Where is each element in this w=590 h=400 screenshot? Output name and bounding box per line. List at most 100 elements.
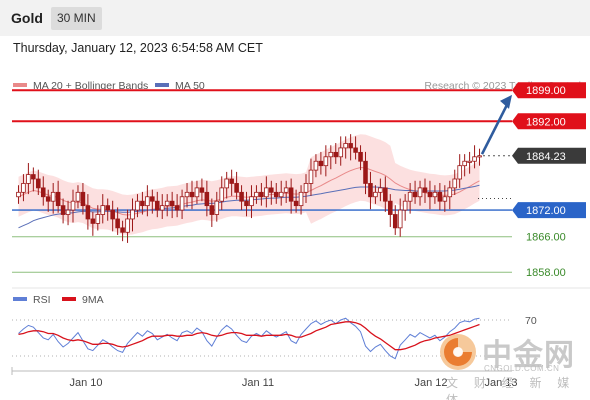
candle-body bbox=[278, 191, 284, 198]
candle-body bbox=[199, 187, 205, 193]
candle-body bbox=[422, 187, 428, 193]
x-tick-0: Jan 10 bbox=[69, 377, 102, 389]
candle-body bbox=[105, 205, 110, 211]
candle-body bbox=[427, 191, 433, 198]
rsi-ma-legend-label: 9MA bbox=[82, 294, 104, 306]
candle-body bbox=[402, 200, 408, 211]
candle-body bbox=[318, 160, 324, 167]
candle-body bbox=[214, 200, 220, 215]
candle-body bbox=[184, 191, 190, 198]
level-tag-1884.23 bbox=[512, 147, 586, 164]
level-label-1884.23: 1884.23 bbox=[526, 151, 566, 163]
candle-body bbox=[442, 196, 448, 202]
candle-body bbox=[358, 151, 363, 162]
x-tick-2: Jan 12 bbox=[414, 377, 447, 389]
candle-body bbox=[60, 205, 66, 215]
ma20-line bbox=[18, 166, 480, 216]
candle-body bbox=[55, 191, 61, 207]
report-datetime: Thursday, January 12, 2023 6:54:58 AM CE… bbox=[13, 41, 263, 55]
candle-body bbox=[70, 200, 76, 211]
candle-body bbox=[392, 214, 398, 229]
candle-body bbox=[313, 160, 319, 171]
level-label-1866.00: 1866.00 bbox=[526, 232, 566, 244]
candle-body bbox=[264, 187, 269, 198]
rsi-tick-70: 70 bbox=[525, 315, 537, 327]
candle-body bbox=[130, 209, 135, 220]
candle-body bbox=[194, 187, 200, 198]
candle-body bbox=[219, 187, 225, 202]
candle-body bbox=[164, 200, 170, 207]
chart-header-bar: Gold 30 MIN bbox=[0, 0, 590, 36]
ma50-legend-label: MA 50 bbox=[175, 80, 205, 92]
candle-body bbox=[224, 178, 229, 189]
watermark-name: 中金网 bbox=[482, 338, 575, 373]
candle-body bbox=[174, 205, 180, 211]
level-label-1872.00: 1872.00 bbox=[526, 205, 566, 217]
candle-body bbox=[288, 187, 294, 202]
candle-body bbox=[298, 191, 304, 207]
candle-body bbox=[467, 160, 472, 163]
candle-body bbox=[50, 191, 56, 202]
forecast-arrow-shaft bbox=[480, 102, 510, 155]
ma50-line bbox=[18, 184, 480, 229]
candle-body bbox=[239, 191, 244, 202]
candle-body bbox=[150, 196, 155, 202]
watermark-subtitle: 文 财 经 新 媒 体 bbox=[446, 376, 576, 400]
candle-body bbox=[437, 191, 443, 202]
candle-body bbox=[432, 191, 438, 198]
candle-body bbox=[323, 156, 329, 167]
candle-body bbox=[462, 160, 467, 167]
candle-body bbox=[31, 174, 36, 180]
candle-body bbox=[457, 165, 462, 180]
candle-body bbox=[249, 196, 254, 207]
candle-body bbox=[348, 143, 353, 149]
candle-body bbox=[333, 151, 339, 158]
rsi-ma-legend-swatch bbox=[62, 297, 76, 301]
candle-body bbox=[95, 214, 101, 224]
ma20-legend-label: MA 20 + Bollinger Bands bbox=[33, 80, 148, 92]
candle-body bbox=[140, 200, 145, 207]
timeframe-badge[interactable]: 30 MIN bbox=[51, 7, 102, 30]
candle-body bbox=[343, 143, 348, 149]
candles bbox=[16, 134, 482, 243]
candle-body bbox=[273, 191, 279, 198]
candle-body bbox=[40, 187, 46, 198]
level-tag-1872.00 bbox=[512, 202, 586, 219]
cngold-logo-icon bbox=[440, 334, 476, 370]
candle-body bbox=[110, 209, 115, 220]
candle-body bbox=[303, 183, 309, 193]
candle-body bbox=[16, 191, 21, 198]
candle-body bbox=[234, 183, 239, 193]
candle-body bbox=[328, 151, 334, 158]
candle-body bbox=[412, 191, 418, 198]
rsi-legend-label: RSI bbox=[33, 294, 51, 306]
candle-body bbox=[383, 187, 388, 202]
candle-body bbox=[407, 191, 413, 202]
candle-body bbox=[36, 178, 41, 189]
candle-body bbox=[447, 187, 453, 198]
candle-body bbox=[21, 183, 26, 193]
candle-body bbox=[65, 209, 71, 215]
candle-body bbox=[189, 191, 195, 198]
asset-name: Gold bbox=[11, 10, 43, 26]
candle-body bbox=[75, 191, 81, 202]
candle-body bbox=[45, 196, 51, 202]
forecast-arrow-head bbox=[500, 94, 512, 109]
rsi-line bbox=[18, 317, 480, 360]
candle-body bbox=[169, 200, 175, 207]
level-label-1858.00: 1858.00 bbox=[526, 267, 566, 279]
candle-body bbox=[100, 205, 106, 215]
candle-body bbox=[477, 155, 482, 158]
watermark: 中金网 CNGOLD.COM.CN 文 财 经 新 媒 体 bbox=[432, 328, 582, 400]
candle-body bbox=[338, 147, 343, 158]
rsi-legend-swatch bbox=[13, 297, 27, 301]
candle-body bbox=[125, 218, 130, 233]
candle-body bbox=[368, 183, 373, 198]
candle-body bbox=[155, 200, 160, 211]
candle-body bbox=[80, 191, 86, 207]
candle-body bbox=[179, 196, 185, 211]
candle-body bbox=[397, 209, 403, 229]
candle-body bbox=[308, 169, 314, 184]
candle-body bbox=[269, 187, 274, 193]
